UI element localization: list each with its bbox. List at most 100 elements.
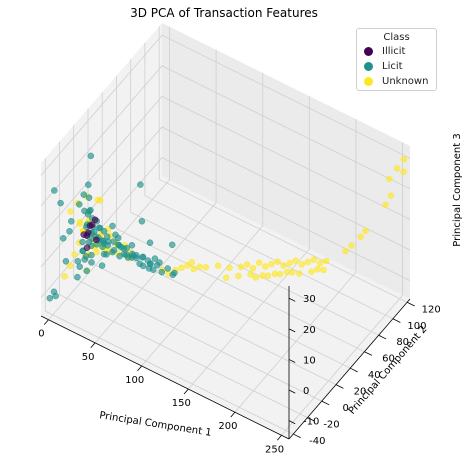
x-axis-label: Principal Component 1 (99, 410, 213, 439)
data-point-licit (114, 234, 122, 242)
data-point-licit (88, 259, 95, 266)
data-point-licit (74, 273, 81, 281)
data-point-licit (87, 206, 94, 214)
data-point-licit (82, 253, 90, 260)
data-point-unknown (96, 197, 104, 204)
data-point-unknown (222, 274, 230, 281)
data-point-illicit (83, 244, 91, 251)
data-point-licit (149, 266, 157, 273)
y-tick-label: -40 (309, 436, 325, 447)
data-point-unknown (387, 192, 395, 199)
grid-line-y (59, 141, 308, 418)
data-point-licit (79, 238, 86, 246)
data-point-licit (168, 241, 176, 249)
data-point-licit (151, 255, 159, 262)
data-point-licit (103, 251, 110, 258)
x-tick (137, 365, 142, 372)
data-point-unknown (247, 271, 254, 278)
data-point-licit (109, 222, 116, 230)
x-tick-label: 100 (125, 375, 144, 386)
data-point-illicit (91, 216, 99, 224)
data-point-licit (90, 228, 98, 236)
data-point-licit (80, 191, 88, 198)
grid-line-y (144, 42, 394, 320)
data-point-unknown (178, 264, 185, 272)
data-point-licit (100, 228, 108, 235)
z-tick-label: 30 (303, 294, 316, 305)
data-point-licit (85, 181, 92, 189)
y-tick-label: 40 (368, 370, 381, 381)
data-point-licit (110, 247, 118, 254)
y-tick-label: 120 (422, 304, 441, 315)
x-tick-label: 50 (82, 352, 95, 363)
data-point-unknown (292, 257, 299, 264)
legend-marker-unknown (364, 77, 373, 86)
data-point-licit (51, 187, 58, 194)
data-point-unknown (202, 264, 210, 271)
data-point-unknown (400, 155, 408, 163)
z-tick-label: 10 (303, 355, 316, 366)
y-axis-line (288, 298, 411, 440)
data-point-licit (57, 199, 64, 207)
data-point-licit (164, 265, 171, 272)
grid-line-z (40, 65, 411, 207)
data-point-licit (104, 233, 111, 240)
data-point-licit (76, 201, 83, 208)
data-point-licit (139, 262, 147, 270)
z-tick-label: 0 (303, 386, 309, 397)
data-point-licit (147, 260, 154, 267)
data-point-licit (87, 152, 95, 160)
legend-label-licit: Licit (382, 61, 403, 72)
data-point-unknown (184, 262, 191, 269)
data-point-unknown (316, 260, 324, 267)
z-tick (288, 389, 296, 394)
data-point-unknown (342, 247, 349, 255)
y-tick (350, 367, 358, 373)
data-point-unknown (226, 264, 233, 272)
data-point-licit (52, 292, 59, 300)
data-point-licit (117, 243, 125, 251)
data-point-unknown (276, 270, 284, 278)
data-point-unknown (76, 218, 84, 226)
data-point-licit (46, 294, 54, 302)
data-point-unknown (298, 261, 306, 268)
grid-line-y (130, 59, 379, 336)
data-point-unknown (314, 266, 321, 273)
data-point-unknown (393, 165, 401, 172)
y-tick (378, 334, 387, 340)
legend-item-licit: Licit (357, 59, 436, 74)
data-point-licit (110, 238, 117, 245)
data-point-unknown (308, 268, 315, 275)
data-point-unknown (274, 258, 281, 265)
data-point-unknown (196, 263, 204, 270)
data-point-unknown (268, 260, 275, 268)
grid-line-y (116, 75, 365, 353)
data-point-licit (104, 242, 111, 249)
y-tick-label: 100 (407, 321, 426, 332)
grid-line-x (281, 142, 403, 436)
data-point-unknown (357, 233, 364, 241)
data-point-illicit (88, 221, 96, 229)
grid-line-y (87, 108, 337, 385)
data-point-unknown (252, 274, 259, 281)
y-tick-label: 60 (382, 354, 395, 365)
legend-item-illicit: Illicit (357, 44, 436, 59)
data-point-licit (158, 268, 166, 276)
data-point-licit (128, 242, 136, 249)
data-point-unknown (243, 261, 251, 268)
legend-title: Class (383, 32, 410, 43)
data-point-unknown (262, 263, 269, 270)
x-axis-line (40, 315, 290, 440)
legend: Class Illicit Licit Unknown (356, 28, 437, 91)
x-tick (90, 342, 96, 348)
data-point-unknown (61, 273, 68, 280)
y-tick-label: -20 (323, 420, 339, 431)
z-tick-label: 20 (303, 325, 316, 336)
data-point-unknown (362, 227, 369, 235)
data-point-unknown (286, 259, 293, 267)
x-tick (43, 319, 49, 325)
grid-line-y (73, 125, 322, 402)
data-point-unknown (310, 256, 318, 263)
z-tick (288, 297, 296, 302)
pane-floor (41, 176, 410, 439)
